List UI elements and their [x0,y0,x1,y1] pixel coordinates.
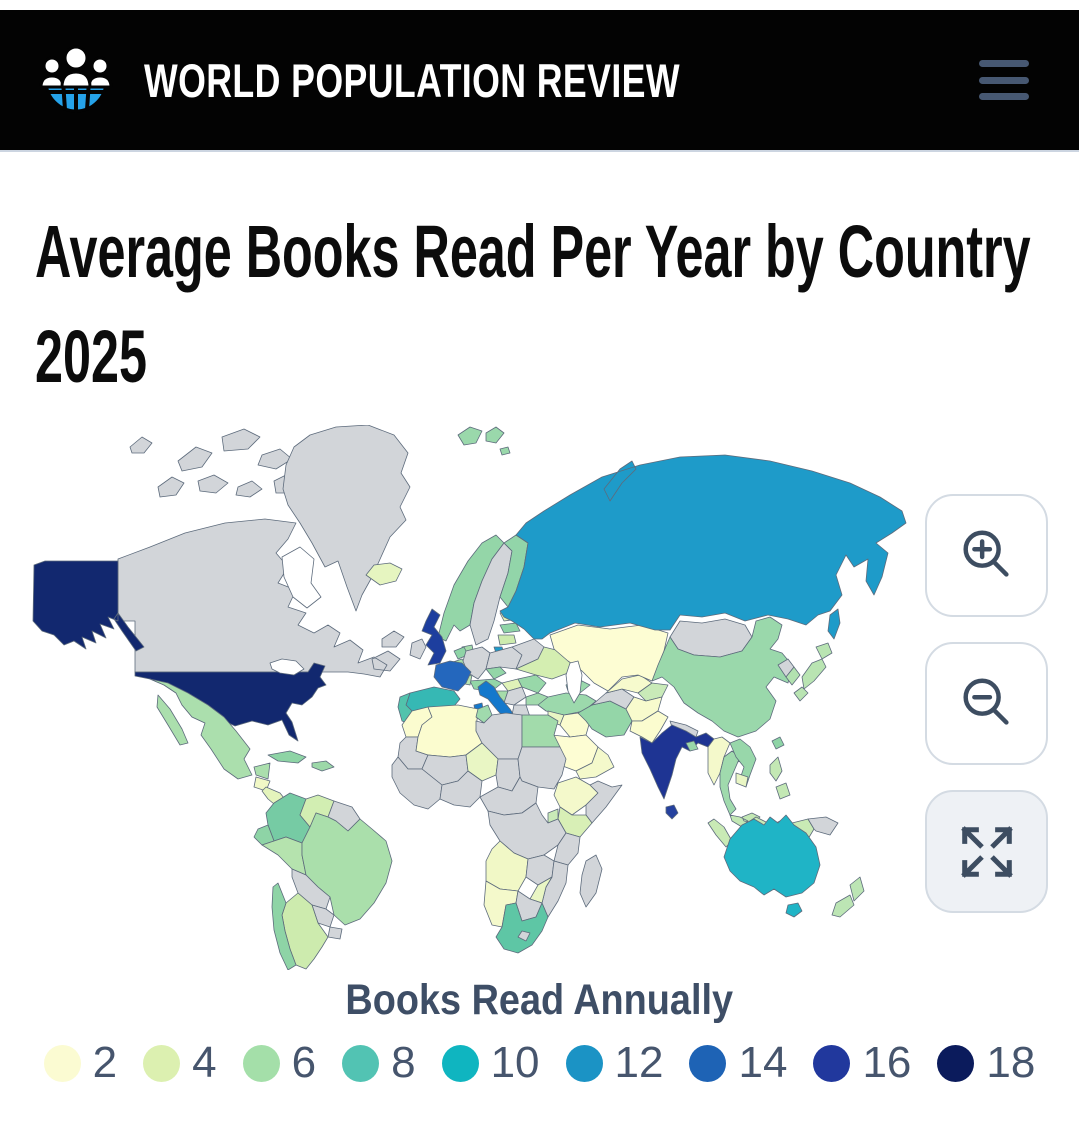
country-ireland[interactable] [409,638,427,660]
legend-item: 4 [143,1038,217,1087]
country-alaska[interactable] [32,560,145,652]
country-lithuania[interactable] [497,634,517,646]
zoom-out-icon [962,678,1009,725]
country-czech[interactable] [485,666,507,680]
legend-swatch [565,1044,603,1082]
legend-value: 2 [92,1038,118,1087]
country-madagascar[interactable] [579,854,603,908]
top-strip [0,0,1079,10]
country-serbia[interactable] [503,686,527,706]
legend-title: Books Read Annually [345,976,734,1024]
country-taiwan[interactable] [771,736,785,750]
legend-value: 8 [391,1038,416,1087]
legend-value: 12 [614,1038,664,1087]
country-australia[interactable] [723,814,821,918]
country-south-korea[interactable] [785,666,801,686]
country-japan[interactable] [793,642,833,702]
country-romania[interactable] [517,674,547,694]
legend-swatch [689,1044,727,1082]
brand-logo-icon[interactable] [38,43,114,117]
country-sudan[interactable] [517,746,567,790]
water-hudson-bay [281,546,322,609]
page-title-line2: 2025 [35,315,147,398]
country-iceland[interactable] [365,562,403,586]
page-title: Average Books Read Per Year by Country 2… [35,204,1079,414]
zoom-out-button[interactable] [925,642,1048,765]
fullscreen-icon [960,825,1013,878]
legend-item: 14 [689,1041,787,1085]
legend-value: 16 [862,1038,912,1087]
legend-swatch [242,1044,280,1082]
country-mexico[interactable] [149,678,271,780]
zoom-in-icon [962,530,1009,577]
legend-swatch [43,1044,81,1082]
country-sri-lanka[interactable] [665,804,679,820]
legend-row: 2 4 6 8 10 12 14 16 18 [0,1041,1079,1085]
legend-value: 4 [192,1038,217,1087]
legend-value: 6 [291,1038,317,1087]
menu-bar [979,76,1029,84]
water-great-lakes [269,658,305,676]
country-vietnam[interactable] [729,738,757,788]
zoom-in-button[interactable] [925,494,1048,617]
legend-swatch [342,1044,380,1082]
legend-swatch [143,1044,181,1082]
country-south-africa[interactable] [495,902,549,954]
map-legend: Books Read Annually 2 4 6 8 10 12 14 16 18 [0,976,1079,1085]
legend-swatch [441,1044,479,1082]
legend-swatch [937,1044,975,1082]
hamburger-menu-icon[interactable] [979,58,1029,102]
country-latvia[interactable] [499,622,521,634]
country-uk[interactable] [421,608,447,666]
legend-item: 2 [43,1038,118,1087]
country-russia[interactable] [499,454,907,640]
country-chile[interactable] [271,882,297,970]
menu-bar [979,93,1029,100]
legend-item: 16 [813,1041,911,1085]
legend-item: 10 [441,1038,540,1087]
legend-item: 8 [342,1038,416,1087]
country-kyrgyzstan[interactable] [637,682,669,702]
country-hispaniola[interactable] [311,760,335,772]
legend-item: 12 [565,1038,664,1087]
country-new-zealand[interactable] [831,876,865,918]
country-cambodia[interactable] [735,772,749,788]
legend-value: 10 [490,1038,540,1087]
country-uruguay[interactable] [327,926,343,940]
site-header: WORLD POPULATION REVIEW [0,10,1079,152]
country-somalia[interactable] [585,780,623,824]
country-peru[interactable] [261,836,307,876]
water-caspian-sea [565,660,583,704]
world-map[interactable] [30,425,910,970]
fullscreen-button[interactable] [925,790,1048,913]
legend-item: 18 [937,1041,1035,1085]
map-section [0,425,1079,970]
country-egypt[interactable] [521,714,561,748]
legend-swatch [813,1044,851,1082]
country-canada[interactable] [117,428,405,678]
menu-bar [979,60,1029,67]
country-lesotho[interactable] [517,930,531,942]
country-cuba[interactable] [267,750,307,764]
map-controls [925,494,1048,938]
legend-value: 18 [986,1038,1036,1087]
brand-name[interactable]: WORLD POPULATION REVIEW [144,53,680,107]
legend-value: 14 [738,1038,788,1087]
country-bangladesh[interactable] [685,740,699,752]
country-pakistan[interactable] [629,710,669,744]
country-papua-new-guinea[interactable] [807,816,839,836]
country-philippines[interactable] [769,756,791,800]
country-west-africa[interactable] [391,756,443,810]
country-france[interactable] [433,660,472,692]
country-svalbard[interactable] [457,426,511,456]
legend-item: 6 [242,1038,317,1087]
country-zimbabwe[interactable] [529,876,553,904]
country-yemen-oman[interactable] [575,746,615,780]
country-myanmar[interactable] [707,736,731,786]
country-greenland[interactable] [282,425,411,612]
page-title-line1: Average Books Read Per Year by Country [35,210,1031,293]
